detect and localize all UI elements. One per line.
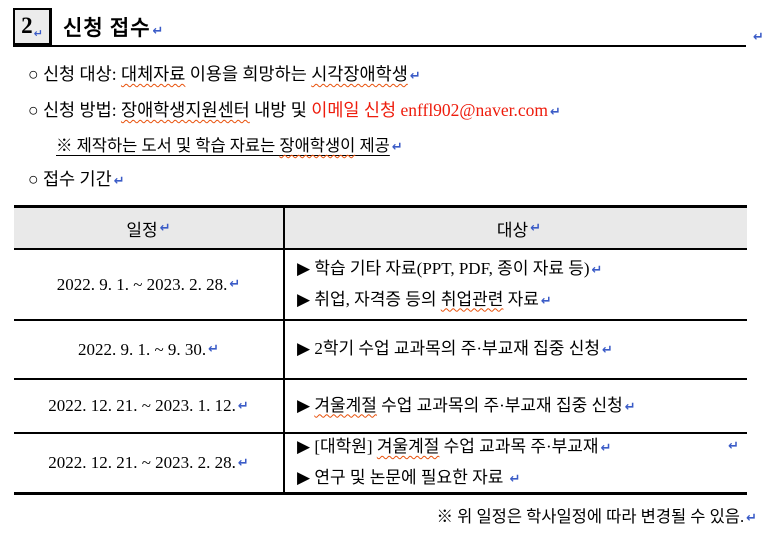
schedule-date: 2022. 9. 1. ~ 2023. 2. 28. — [56, 274, 228, 294]
target-item: ▶ 취업, 자격증 등의 취업관련 자료 ↵ — [297, 285, 741, 316]
spellcheck-word: 장애학생이 — [279, 136, 356, 155]
paragraph-mark: ↵ — [591, 262, 603, 278]
target-cell: ▶ 학습 기타 자료(PPT, PDF, 종이 자료 등) ↵ ▶ 취업, 자격증… — [285, 250, 747, 319]
bullet-method: ○ 신청 방법: 장애학생지원센터 내방 및 이메일 신청 enffl902@n… — [28, 97, 561, 122]
target-item-text: ▶ — [297, 395, 315, 415]
target-item-text: ▶ 취업, 자격증 등의 — [297, 289, 441, 309]
spellcheck-word: 겨울계절 — [314, 395, 377, 415]
spellcheck-word: 취업관련 — [440, 289, 504, 309]
section-title-row: 2 ↵ 신청 접수 ↵ — [13, 7, 746, 47]
bullet-period-text: ○ 접수 기간 — [28, 169, 112, 189]
target-item: ▶ 겨울계절 수업 교과목의 주·부교재 집중 신청 ↵ — [297, 391, 741, 422]
spellcheck-word: 대체자료 — [120, 64, 186, 84]
table-row: 2022. 9. 1. ~ 9. 30. ↵ ▶ 2학기 수업 교과목의 주·부교… — [14, 321, 747, 380]
table-row: 2022. 9. 1. ~ 2023. 2. 28. ↵ ▶ 학습 기타 자료(P… — [14, 250, 747, 321]
paragraph-mark: ↵ — [33, 26, 43, 40]
header-schedule-label: 일정 — [126, 220, 158, 240]
email-address: enffl902@naver.com — [400, 100, 548, 120]
bullet-target: ○ 신청 대상: 대체자료 이용을 희망하는 시각장애학생 ↵ — [28, 61, 421, 86]
target-item: ▶ 2학기 수업 교과목의 주·부교재 집중 신청 ↵ — [297, 334, 741, 365]
section-title-text: 신청 접수 — [63, 15, 151, 40]
paragraph-mark: ↵ — [208, 342, 220, 357]
note-line: ※ 제작하는 도서 및 학습 자료는 장애학생이 제공 ↵ — [56, 132, 403, 156]
note-prefix: ※ 제작하는 도서 및 학습 자료는 — [56, 136, 280, 155]
paragraph-mark: ↵ — [600, 441, 612, 456]
target-item: ▶ 학습 기타 자료(PPT, PDF, 종이 자료 등) ↵ — [297, 254, 741, 285]
paragraph-mark: ↵ — [530, 220, 542, 236]
paragraph-mark: ↵ — [601, 343, 613, 358]
schedule-table: 일정 ↵ 대상 ↵ 2022. 9. 1. ~ 2023. 2. 28. ↵ ▶ 학습… — [14, 205, 747, 495]
target-cell: ▶ 겨울계절 수업 교과목의 주·부교재 집중 신청 ↵ — [285, 380, 747, 432]
schedule-cell: 2022. 9. 1. ~ 2023. 2. 28. ↵ — [14, 250, 285, 319]
target-item: ▶ 연구 및 논문에 필요한 자료 ↵ — [297, 463, 741, 494]
bullet-method-mid: 내방 및 — [249, 100, 312, 120]
table-header-row: 일정 ↵ 대상 ↵ — [14, 208, 747, 250]
footer-note-text: ※ 위 일정은 학사일정에 따라 변경될 수 있음. — [436, 507, 745, 526]
target-item-text: 수업 교과목의 주·부교재 집중 신청 — [376, 395, 623, 415]
schedule-cell: 2022. 12. 21. ~ 2023. 2. 28. ↵ — [14, 434, 285, 492]
paragraph-mark: ↵ — [549, 105, 561, 120]
schedule-date: 2022. 12. 21. ~ 2023. 2. 28. — [48, 453, 236, 472]
target-item-text: ▶ [대학원] — [297, 437, 377, 456]
bullet-target-prefix: ○ 신청 대상: — [28, 64, 121, 84]
schedule-cell: 2022. 12. 21. ~ 2023. 1. 12. ↵ — [14, 380, 285, 432]
spellcheck-word: 시각장애학생 — [311, 64, 408, 84]
header-target-label: 대상 — [496, 220, 529, 240]
target-item-text: ▶ 학습 기타 자료(PPT, PDF, 종이 자료 등) — [297, 258, 590, 278]
paragraph-mark: ↵ — [728, 439, 739, 454]
schedule-cell: 2022. 9. 1. ~ 9. 30. ↵ — [14, 321, 285, 378]
target-cell: ▶ 2학기 수업 교과목의 주·부교재 집중 신청 ↵ — [285, 321, 747, 378]
paragraph-mark: ↵ — [409, 69, 421, 84]
section-title: 신청 접수 ↵ — [63, 12, 164, 42]
paragraph-mark: ↵ — [746, 511, 757, 526]
schedule-date: 2022. 9. 1. ~ 9. 30. — [77, 339, 207, 359]
spellcheck-word: 장애학생지원센터 — [120, 100, 250, 120]
note-suffix: 제공 — [355, 136, 390, 155]
target-item: ↵ ▶ [대학원] 겨울계절 수업 교과목 주·부교재 ↵ — [297, 432, 741, 463]
section-number-box: 2 ↵ — [13, 7, 52, 46]
bullet-target-mid: 이용을 희망하는 — [185, 64, 312, 84]
paragraph-mark: ↵ — [229, 277, 241, 292]
table-row: 2022. 12. 21. ~ 2023. 2. 28. ↵ ↵ ▶ [대학원] 겨… — [14, 434, 747, 492]
bullet-method-prefix: ○ 신청 방법: — [28, 100, 121, 120]
note-underlined: ※ 제작하는 도서 및 학습 자료는 장애학생이 제공 — [56, 136, 390, 155]
paragraph-mark: ↵ — [237, 398, 249, 414]
target-item-text: ▶ 연구 및 논문에 필요한 자료 — [297, 468, 508, 487]
header-target-cell: 대상 ↵ — [285, 208, 747, 248]
spellcheck-word: 겨울계절 — [376, 437, 440, 456]
schedule-date: 2022. 12. 21. ~ 2023. 1. 12. — [48, 396, 236, 415]
paragraph-mark: ↵ — [159, 220, 171, 236]
target-item-text: 자료 — [503, 289, 539, 309]
paragraph-mark: ↵ — [624, 399, 636, 415]
paragraph-mark: ↵ — [509, 472, 521, 487]
footer-note: ※ 위 일정은 학사일정에 따라 변경될 수 있음. ↵ — [437, 503, 757, 527]
target-item-text: ▶ 2학기 수업 교과목의 주·부교재 집중 신청 — [297, 339, 600, 358]
target-item-text: 수업 교과목 주·부교재 — [439, 437, 599, 456]
paragraph-mark: ↵ — [391, 140, 403, 155]
paragraph-mark: ↵ — [540, 293, 552, 309]
target-cell: ↵ ▶ [대학원] 겨울계절 수업 교과목 주·부교재 ↵ ▶ 연구 및 논문에 필… — [285, 434, 747, 492]
paragraph-mark: ↵ — [113, 174, 125, 189]
paragraph-mark: ↵ — [237, 455, 249, 471]
table-row: 2022. 12. 21. ~ 2023. 1. 12. ↵ ▶ 겨울계절 수업 … — [14, 380, 747, 434]
section-number: 2 — [21, 13, 33, 38]
email-apply-label: 이메일 신청 — [311, 100, 401, 120]
paragraph-mark: ↵ — [753, 30, 764, 45]
bullet-period: ○ 접수 기간 ↵ — [28, 166, 125, 191]
header-schedule-cell: 일정 ↵ — [14, 208, 285, 248]
paragraph-mark: ↵ — [152, 23, 165, 39]
